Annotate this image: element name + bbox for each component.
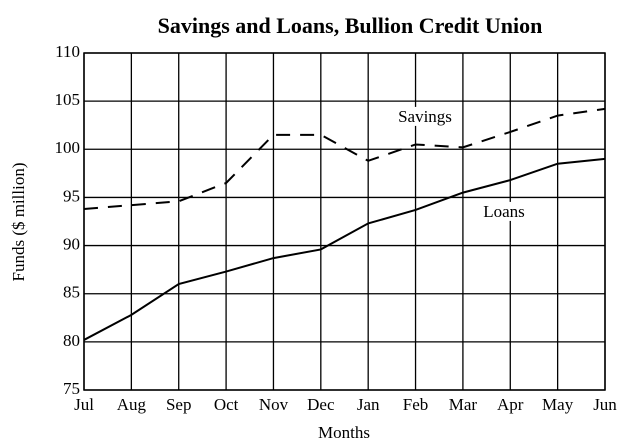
- series-line: [83, 107, 606, 210]
- x-tick-label: Feb: [403, 395, 429, 414]
- y-tick-label: 90: [63, 234, 80, 253]
- x-tick-label: Jul: [74, 395, 94, 414]
- x-tick-label: May: [542, 395, 574, 414]
- x-tick-label: Dec: [307, 395, 335, 414]
- x-tick-label: Sep: [166, 395, 192, 414]
- x-tick-label: Jun: [593, 395, 617, 414]
- x-tick-label: Jan: [357, 395, 380, 414]
- y-tick-label: 85: [63, 283, 80, 302]
- y-tick-label: 80: [63, 331, 80, 350]
- series-label: Loans: [483, 202, 525, 221]
- series-label-bg: [396, 106, 454, 126]
- x-tick-label: Mar: [449, 395, 478, 414]
- series-label-bg: [481, 201, 527, 221]
- x-tick-label: Oct: [214, 395, 239, 414]
- x-tick-label: Nov: [259, 395, 289, 414]
- y-tick-label: 75: [63, 379, 80, 398]
- y-tick-label: 100: [55, 138, 81, 157]
- series-label: Savings: [398, 107, 452, 126]
- y-tick-label: 105: [55, 90, 81, 109]
- chart-title: Savings and Loans, Bullion Credit Union: [158, 13, 543, 38]
- y-tick-label: 95: [63, 186, 80, 205]
- x-tick-label: Aug: [117, 395, 147, 414]
- y-axis-label: Funds ($ million): [9, 162, 28, 281]
- plot-frame: [83, 52, 606, 391]
- y-tick-label: 110: [55, 42, 80, 61]
- x-axis-label: Months: [318, 423, 370, 442]
- x-tick-label: Apr: [497, 395, 524, 414]
- series-line: [83, 157, 606, 341]
